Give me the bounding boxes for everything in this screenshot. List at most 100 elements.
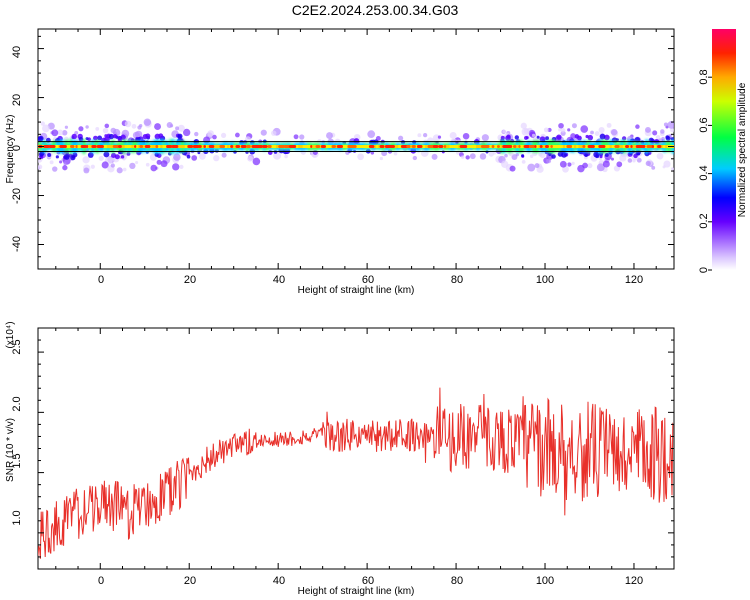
spectrogram-core-cell	[295, 145, 300, 149]
spectrogram-core-cell	[447, 145, 451, 149]
spectrogram-noise-blob	[51, 129, 59, 137]
spectrogram-core-cell	[356, 145, 360, 149]
spectrogram-peak	[139, 145, 144, 149]
spectrogram-noise-blob	[460, 155, 465, 159]
spectrogram-noise-blob	[610, 129, 618, 136]
figure-title: C2E2.2024.253.00.34.G03	[291, 2, 459, 18]
spectrogram-core-cell	[580, 145, 584, 149]
spectrogram-noise-blob	[532, 151, 538, 157]
spectrogram-peak	[75, 145, 78, 149]
spectrogram-peak	[550, 145, 553, 149]
spectrogram-core-cell	[204, 145, 208, 149]
spectrogram-edge-blob	[120, 155, 125, 159]
spectrogram-core-cell	[553, 145, 558, 149]
spectrogram-edge-blob	[85, 137, 89, 141]
spectrogram-noise-blob	[558, 122, 564, 129]
spectrogram-noise-blob	[177, 124, 185, 132]
spectrogram-noise-blob	[59, 160, 63, 164]
spectrogram-edge-blob	[78, 136, 84, 142]
spectrogram-peak	[192, 145, 200, 149]
snr-plot-area	[38, 387, 674, 559]
spectrogram-noise-blob	[213, 154, 220, 162]
spectrogram-edge-blob	[63, 153, 70, 160]
spectrogram-peak	[283, 145, 291, 149]
spectrogram-noise-blob	[252, 157, 261, 166]
spectrogram-peak	[480, 145, 489, 149]
spectrogram-peak	[651, 145, 655, 149]
top-x-tick-label: 20	[184, 274, 196, 286]
spectrogram-peak	[240, 145, 247, 149]
spectrogram-edge-blob	[584, 153, 588, 157]
spectrogram-core-cell	[78, 145, 82, 149]
spectrogram-core-cell	[398, 145, 402, 149]
spectrogram-peak	[203, 145, 207, 149]
spectrogram-peak	[134, 145, 137, 149]
spectrogram-noise-blob	[90, 164, 95, 169]
spectrogram-noise-blob	[645, 160, 651, 167]
spectrogram-core-cell	[396, 145, 400, 149]
top-x-tick-label: 100	[536, 274, 554, 286]
top-x-tick-label: 80	[451, 274, 463, 286]
spectrogram-core-cell	[126, 145, 131, 149]
spectrogram-core-cell	[180, 145, 184, 149]
spectrogram-noise-blob	[571, 123, 577, 129]
top-y-tick-label: 0	[11, 145, 23, 151]
spectrogram-edge-blob	[112, 134, 118, 139]
spectrogram-noise-blob	[582, 162, 588, 169]
spectrogram-core-cell	[227, 145, 231, 149]
spectrogram-peak	[598, 145, 606, 149]
spectrogram-noise-blob	[379, 156, 384, 161]
spectrogram-noise-blob	[312, 149, 318, 156]
spectrogram-peak	[438, 145, 444, 149]
spectrogram-edge-blob	[599, 133, 606, 140]
spectrogram-core-cell	[300, 145, 304, 149]
spectrogram-edge-blob	[108, 133, 115, 140]
spectrogram-core-cell	[367, 145, 371, 149]
spectrogram-peak	[288, 145, 297, 149]
spectrogram-noise-blob	[663, 122, 669, 127]
spectrogram-edge-blob	[599, 155, 603, 159]
colorbar	[712, 29, 736, 270]
spectrogram-noise-blob	[52, 166, 58, 172]
spectrogram-noise-blob	[502, 129, 506, 134]
spectrogram-noise-blob	[83, 167, 90, 174]
spectrogram-peak	[96, 145, 104, 149]
spectrogram-core-cell	[324, 145, 329, 149]
spectrogram-noise-blob	[135, 160, 139, 165]
spectrogram-core-cell	[409, 145, 413, 149]
spectrogram-noise-blob	[515, 153, 519, 157]
spectrogram-core-cell	[576, 145, 580, 149]
spectrogram-core-cell	[620, 145, 624, 149]
spectrogram-core-cell	[596, 145, 600, 149]
spectrogram-noise-blob	[423, 132, 428, 138]
spectrogram-core-cell	[622, 145, 627, 149]
spectrogram-core-cell	[364, 145, 369, 149]
spectrogram-edge-blob	[604, 153, 609, 157]
spectrogram-core-cell	[358, 145, 362, 149]
spectrogram-core-cell	[124, 145, 128, 149]
spectrogram-core-cell	[55, 145, 59, 149]
spectrogram-core-cell	[551, 145, 555, 149]
spectrogram-noise-blob	[465, 155, 470, 160]
scale-note: (x10⁴)	[5, 321, 16, 348]
spectrogram-edge-blob	[595, 151, 599, 155]
spectrogram-noise-blob	[131, 123, 137, 129]
spectrogram-peak	[267, 145, 272, 149]
spectrogram-noise-blob	[150, 164, 158, 172]
spectrogram-peak	[70, 145, 75, 149]
spectrogram-core-cell	[106, 145, 111, 149]
spectrogram-core-cell	[473, 145, 478, 149]
spectrogram-core-cell	[149, 145, 153, 149]
spectrogram-peak	[262, 145, 268, 149]
spectrogram-peak	[459, 145, 468, 149]
spectrogram-edge-blob	[177, 133, 183, 139]
spectrogram-noise-blob	[479, 153, 487, 160]
spectrogram-peak	[400, 145, 408, 149]
spectrogram-core-cell	[493, 145, 498, 149]
spectrogram-edge-blob	[97, 135, 103, 141]
bottom-x-tick-label: 40	[273, 575, 285, 587]
bottom-x-axis-label: Height of straight line (km)	[298, 586, 415, 597]
spectrogram-noise-blob	[137, 125, 142, 130]
spectrogram-core-cell	[109, 145, 113, 149]
spectrogram-noise-blob	[651, 165, 656, 170]
